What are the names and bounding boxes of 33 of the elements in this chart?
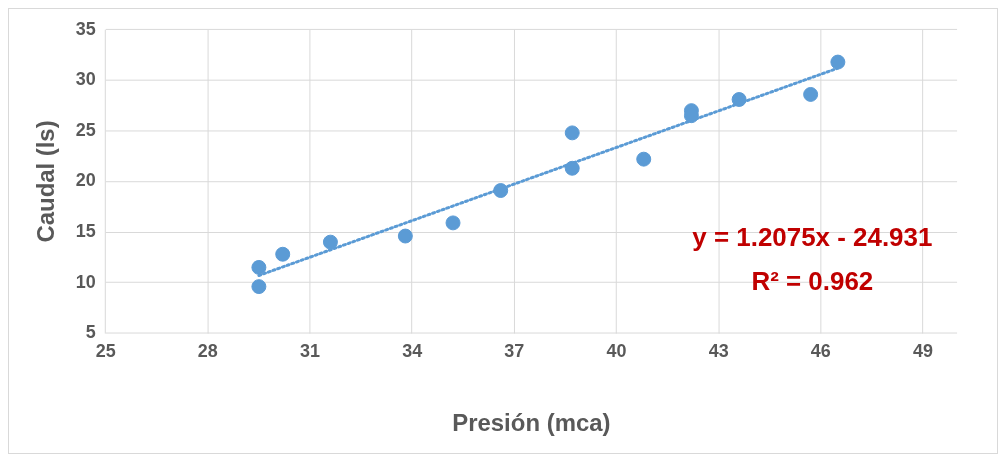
x-tick-label: 25: [95, 340, 116, 361]
point: [251, 259, 267, 275]
point: [803, 86, 819, 102]
point: [564, 125, 580, 141]
annotation: R² = 0.962: [751, 267, 874, 296]
x-tick-label: 49: [913, 340, 934, 361]
y-axis-title: Caudal (ls): [31, 120, 59, 243]
x-tick-label: 28: [197, 340, 218, 361]
point: [397, 228, 413, 244]
point: [275, 246, 291, 262]
y-tick-label: 25: [75, 119, 96, 140]
point: [564, 160, 580, 176]
y-tick-label: 10: [75, 271, 96, 292]
x-axis-title: Presión (mca): [452, 409, 611, 437]
x-tick-label: 40: [606, 340, 627, 361]
x-tick-label: 31: [299, 340, 320, 361]
x-tick-label: 34: [402, 340, 423, 361]
y-tick-label: 30: [75, 69, 96, 90]
point: [493, 183, 509, 198]
x-tick-label: 46: [810, 340, 831, 361]
x-tick-label: 37: [504, 340, 525, 361]
y-tick-label: 15: [75, 220, 96, 241]
y-tick-label: 5: [85, 322, 96, 343]
point: [636, 151, 652, 167]
x-tick-label: 43: [708, 340, 729, 361]
point: [830, 54, 846, 70]
y-tick-label: 20: [75, 170, 96, 191]
annotation: y = 1.2075x - 24.931: [692, 223, 933, 252]
y-tick-label: 35: [75, 18, 96, 39]
point: [251, 279, 267, 295]
point: [445, 215, 461, 231]
point: [322, 234, 338, 250]
point: [731, 92, 747, 107]
